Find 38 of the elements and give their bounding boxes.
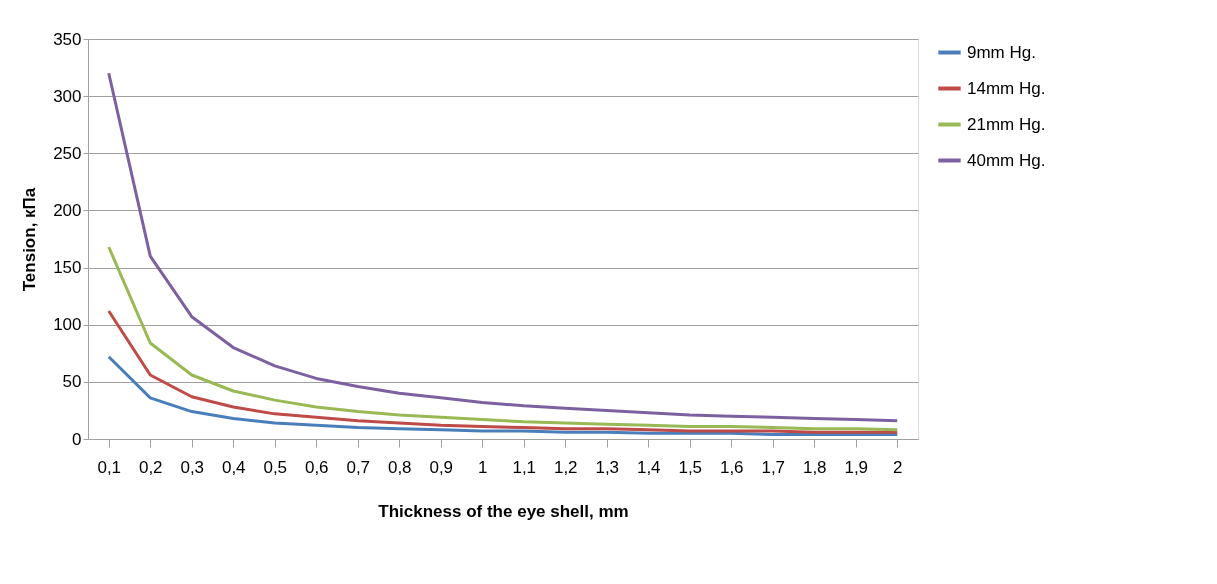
x-tick-label: 0,1: [97, 457, 122, 477]
x-tick-label: 1,2: [553, 457, 578, 477]
x-tick-label: 0,8: [387, 457, 412, 477]
x-tick-label: 1,9: [844, 457, 869, 477]
y-tick-label: 200: [53, 200, 82, 220]
legend-label: 14mm Hg.: [967, 78, 1046, 98]
x-tick-label: 1,1: [512, 457, 537, 477]
y-axis-title: Tension, кПа: [20, 187, 40, 292]
x-tick-label: 0,9: [429, 457, 454, 477]
y-tick-label: 250: [53, 143, 82, 163]
y-tick-label: 100: [53, 315, 82, 335]
x-tick-label: 1,8: [802, 457, 827, 477]
y-tick-label: 150: [53, 258, 82, 278]
line-series: [107, 355, 899, 436]
x-axis-title: Thickness of the eye shell, mm: [378, 501, 629, 521]
x-tick-label: 0,2: [138, 457, 163, 477]
y-tick-label: 350: [53, 29, 82, 49]
x-tick-label: 0,5: [263, 457, 288, 477]
legend-label: 9mm Hg.: [967, 42, 1036, 62]
x-tick-label: 0,3: [180, 457, 205, 477]
x-tick-label: 2: [893, 457, 903, 477]
line-series: [107, 245, 899, 432]
x-tick-label: 1: [478, 457, 488, 477]
legend-label: 21mm Hg.: [967, 114, 1046, 134]
x-tick-label: 0,4: [221, 457, 246, 477]
legend-label: 40mm Hg.: [967, 150, 1046, 170]
line-series: [107, 71, 899, 423]
line-series: [107, 309, 899, 434]
y-tick-label: 300: [53, 86, 82, 106]
x-tick-label: 1,6: [719, 457, 744, 477]
y-tick-label: 50: [62, 372, 82, 392]
x-tick-label: 0,6: [304, 457, 329, 477]
x-tick-label: 1,7: [761, 457, 786, 477]
x-tick-label: 1,4: [636, 457, 661, 477]
x-tick-label: 1,3: [595, 457, 620, 477]
x-tick-label: 1,5: [678, 457, 703, 477]
x-tick-label: 0,7: [346, 457, 371, 477]
y-tick-label: 0: [72, 429, 82, 449]
